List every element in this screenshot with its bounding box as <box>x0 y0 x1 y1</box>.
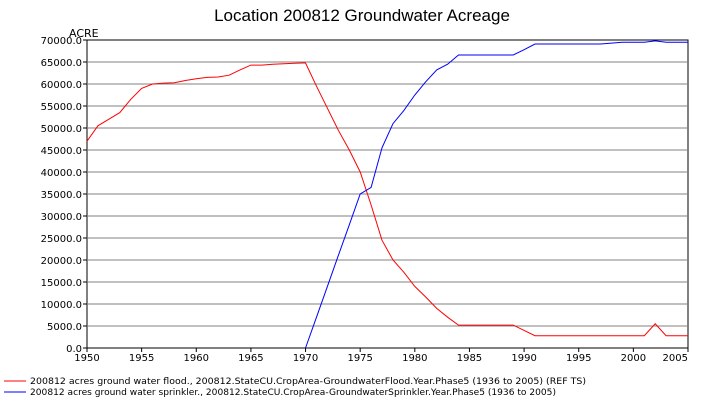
x-tick-label: 1980 <box>402 353 427 364</box>
x-axis-ticks: 1950 1955 1960 1965 1970 1975 1980 1985 1990 1995… <box>74 348 689 364</box>
x-tick-label: 2000 <box>621 353 646 364</box>
series-line-2 <box>305 40 688 349</box>
x-tick-label: 1950 <box>74 353 99 364</box>
y-tick-label: 35000.0 <box>41 190 82 201</box>
y-tick-label: 30000.0 <box>41 212 82 223</box>
x-tick-label: 1995 <box>566 353 591 364</box>
y-axis-unit-label: ACRE <box>69 27 99 40</box>
x-tick-label: 1990 <box>511 353 536 364</box>
y-tick-label: 0.0 <box>66 344 82 355</box>
series-lines <box>86 40 688 349</box>
y-tick-label: 70000.0 <box>41 36 82 47</box>
legend: 200812 acres ground water flood., 200812… <box>4 377 586 398</box>
legend-label-2: 200812 acres ground water sprinkler., 20… <box>30 388 556 398</box>
y-tick-label: 5000.0 <box>47 322 82 333</box>
x-tick-label: 1975 <box>347 353 372 364</box>
y-tick-label: 50000.0 <box>41 124 82 135</box>
y-tick-label: 45000.0 <box>41 146 82 157</box>
x-tick-label: 1960 <box>184 353 209 364</box>
series-line-1 <box>86 62 688 337</box>
x-tick-label: 1970 <box>293 353 318 364</box>
chart-title: Location 200812 Groundwater Acreage <box>214 6 510 25</box>
x-tick-label: 1985 <box>457 353 482 364</box>
y-tick-label: 25000.0 <box>41 234 82 245</box>
y-tick-label: 60000.0 <box>41 80 82 91</box>
x-tick-label: 1955 <box>129 353 154 364</box>
y-axis-ticks: 0.0 5000.0 10000.0 15000.0 20000.0 25000.0 300… <box>41 36 87 355</box>
y-tick-label: 20000.0 <box>41 256 82 267</box>
y-tick-label: 15000.0 <box>41 278 82 289</box>
y-tick-label: 65000.0 <box>41 58 82 69</box>
x-tick-label: 2005 <box>663 353 688 364</box>
legend-label-1: 200812 acres ground water flood., 200812… <box>30 377 586 387</box>
x-tick-label: 1965 <box>238 353 263 364</box>
y-tick-label: 10000.0 <box>41 300 82 311</box>
grid-lines <box>87 61 688 327</box>
y-tick-label: 40000.0 <box>41 168 82 179</box>
y-tick-label: 55000.0 <box>41 102 82 113</box>
